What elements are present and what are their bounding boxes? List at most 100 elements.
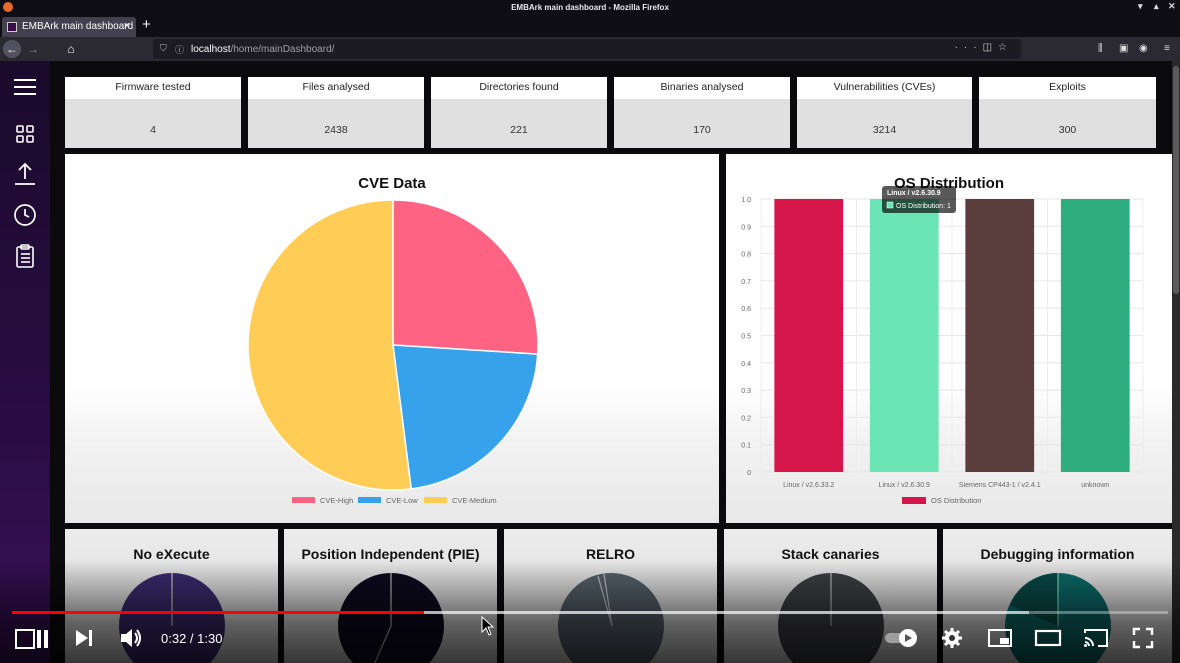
stat-value: 300: [1058, 124, 1077, 136]
page-actions: ···◫☆: [955, 42, 1013, 53]
menu-icon[interactable]: [12, 75, 38, 101]
cast-icon[interactable]: [1083, 627, 1109, 649]
os-bar[interactable]: [1060, 199, 1130, 472]
next-video-icon[interactable]: [74, 628, 94, 648]
favicon-icon: [7, 22, 17, 32]
hardening-card-title: Stack canaries: [781, 546, 880, 562]
grid-icon[interactable]: [12, 121, 38, 147]
cve-data-card: CVE Data CVE-High CVE-Low CVE-Medium: [65, 154, 719, 523]
url-path: /home/mainDashboard/: [230, 44, 335, 55]
video-time: 0:32 / 1:30: [161, 631, 223, 646]
hardening-card-title: Position Independent (PIE): [301, 546, 480, 562]
y-tick-label: 0.3: [741, 388, 751, 395]
tab-close-icon[interactable]: ×: [123, 20, 130, 32]
shield-icon[interactable]: ⛉: [160, 43, 167, 53]
theater-mode-icon[interactable]: [1034, 628, 1062, 648]
app-menu-icon[interactable]: ≡: [1164, 43, 1170, 54]
y-tick-label: 0.2: [741, 415, 751, 422]
y-tick-label: 0.1: [741, 443, 751, 450]
os-bar[interactable]: [869, 199, 939, 472]
stat-card: Files analysed 2438: [248, 77, 424, 148]
minimize-icon[interactable]: ▾: [1138, 1, 1143, 11]
y-tick-label: 0.5: [741, 334, 751, 341]
hardening-card-title: No eXecute: [133, 546, 210, 562]
settings-gear-icon[interactable]: [941, 627, 963, 649]
stat-card: Binaries analysed 170: [614, 77, 790, 148]
legend-label: CVE-Low: [386, 496, 418, 505]
close-window-icon[interactable]: ✕: [1168, 1, 1176, 11]
stat-label: Files analysed: [248, 77, 424, 99]
stat-card: Exploits 300: [979, 77, 1156, 148]
chart-tooltip: Linux / v2.6.30.9 OS Distribution: 1: [882, 186, 956, 213]
pie-slice-cve-high[interactable]: [392, 199, 539, 355]
stat-card: Firmware tested 4: [65, 77, 241, 148]
autoplay-toggle-icon[interactable]: [884, 628, 918, 648]
account-icon[interactable]: ◉: [1139, 43, 1148, 54]
tooltip-line: OS Distribution: 1: [896, 203, 951, 210]
pie-slice-cve-low[interactable]: [392, 344, 539, 490]
stat-card: Vulnerabilities (CVEs) 3214: [797, 77, 972, 148]
y-tick-label: 0.9: [741, 224, 751, 231]
progress-buffered: [12, 611, 1029, 614]
clipboard-icon[interactable]: [12, 243, 38, 269]
y-tick-label: 1.0: [741, 197, 751, 204]
x-tick-label: Linux / v2.6.33.2: [783, 482, 834, 489]
tab-embark-dashboard[interactable]: EMBArk main dashboard ×: [2, 17, 136, 37]
tooltip-title: Linux / v2.6.30.9: [887, 190, 941, 197]
stat-value: 4: [150, 124, 156, 136]
sidebar-toggle-icon[interactable]: ▣: [1119, 43, 1129, 54]
fullscreen-icon[interactable]: [1132, 627, 1154, 649]
progress-played: [12, 611, 424, 614]
pie-slice-cve-medium[interactable]: [247, 199, 413, 491]
x-tick-label: Linux / v2.6.30.9: [879, 482, 930, 489]
x-tick-label: Siemens CP443-1 / v2.4.1: [959, 482, 1041, 489]
stat-value: 221: [510, 124, 528, 136]
upload-icon[interactable]: [12, 161, 38, 187]
navigation-toolbar: ← → ⌂ ⛉ ⓘ localhost/home/mainDashboard/ …: [0, 37, 1180, 61]
miniplayer-exit-icon[interactable]: [14, 627, 48, 651]
stat-value: 2438: [324, 124, 348, 136]
os-bar[interactable]: [774, 199, 844, 472]
stat-label: Firmware tested: [65, 77, 241, 99]
stat-label: Exploits: [979, 77, 1156, 99]
maximize-icon[interactable]: ▴: [1154, 1, 1159, 11]
page-scrollbar[interactable]: [1172, 61, 1180, 663]
os-bar[interactable]: [965, 199, 1035, 472]
tooltip-box: [882, 186, 956, 213]
tab-strip: EMBArk main dashboard × +: [0, 15, 1180, 37]
firefox-logo-icon: [3, 2, 13, 12]
legend-label: CVE-High: [320, 496, 353, 505]
tooltip-swatch: [886, 201, 894, 209]
window-titlebar: EMBArk main dashboard - Mozilla Firefox …: [0, 0, 1180, 15]
cve-card-title: CVE Data: [358, 175, 426, 192]
miniplayer-icon[interactable]: [987, 628, 1013, 648]
clock-icon[interactable]: [12, 202, 38, 228]
url-bar[interactable]: ⛉ ⓘ localhost/home/mainDashboard/ ···◫☆: [153, 39, 1021, 59]
page-info-icon[interactable]: ⓘ: [175, 45, 185, 55]
library-icon[interactable]: ⫼: [1098, 43, 1103, 54]
y-tick-label: 0: [747, 470, 751, 477]
pocket-icon[interactable]: ◫: [982, 42, 999, 53]
volume-icon[interactable]: [119, 627, 143, 649]
legend-swatch: [902, 497, 926, 504]
home-icon[interactable]: ⌂: [67, 42, 75, 56]
cve-pie-chart: CVE-High CVE-Low CVE-Medium: [247, 199, 539, 505]
back-arrow-icon[interactable]: ←: [3, 40, 21, 58]
legend-swatch: [424, 497, 447, 503]
stat-label: Binaries analysed: [614, 77, 790, 99]
url-text[interactable]: localhost/home/mainDashboard/: [191, 44, 334, 55]
more-actions-icon[interactable]: ···: [954, 42, 983, 53]
x-tick-label: unknown: [1081, 482, 1109, 489]
new-tab-icon[interactable]: +: [142, 16, 151, 33]
legend-label: OS Distribution: [931, 496, 981, 505]
os-distribution-card: OS Distribution 0 0.1 0.2 0.3 0.4 0.5 0.6 0.7 0.…: [726, 154, 1172, 523]
bookmark-star-icon[interactable]: ☆: [998, 42, 1013, 53]
page-scrollbar-thumb[interactable]: [1173, 66, 1179, 294]
legend-swatch: [358, 497, 381, 503]
y-tick-label: 0.4: [741, 361, 751, 368]
forward-arrow-icon[interactable]: →: [27, 42, 39, 56]
stat-card: Directories found 221: [431, 77, 607, 148]
legend-label: CVE-Medium: [452, 496, 497, 505]
stat-label: Vulnerabilities (CVEs): [797, 77, 972, 99]
